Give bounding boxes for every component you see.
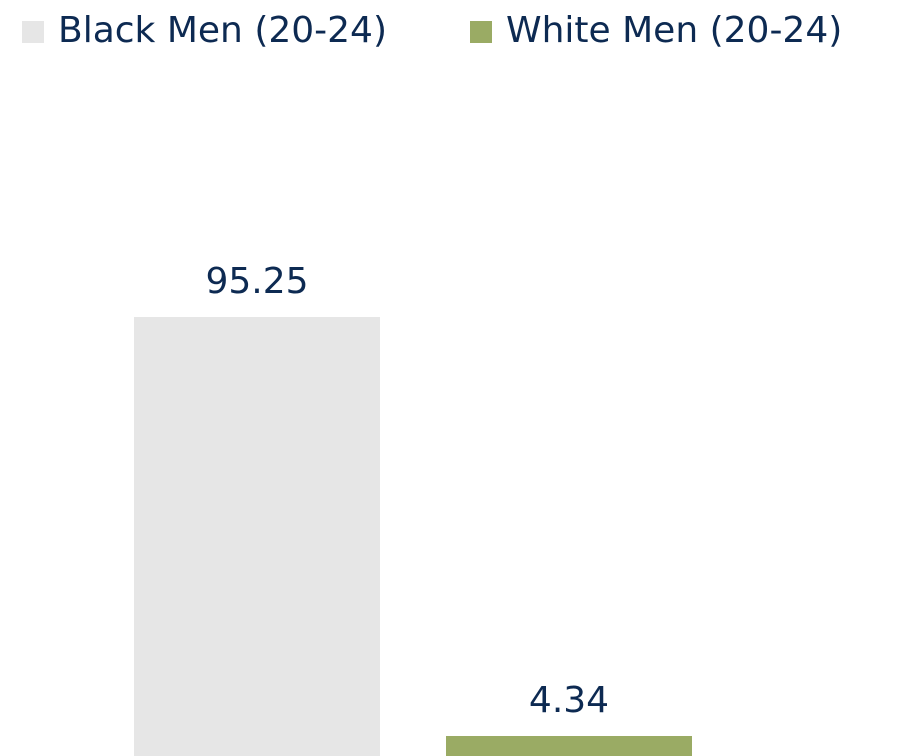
legend-label: White Men (20-24): [506, 10, 842, 51]
legend-swatch: [470, 21, 492, 43]
bar: [446, 735, 692, 756]
value-label: 4.34: [529, 680, 609, 721]
value-label: 95.25: [205, 261, 308, 302]
bar: [134, 317, 380, 756]
legend-swatch: [22, 21, 44, 43]
legend-label: Black Men (20-24): [58, 10, 387, 51]
